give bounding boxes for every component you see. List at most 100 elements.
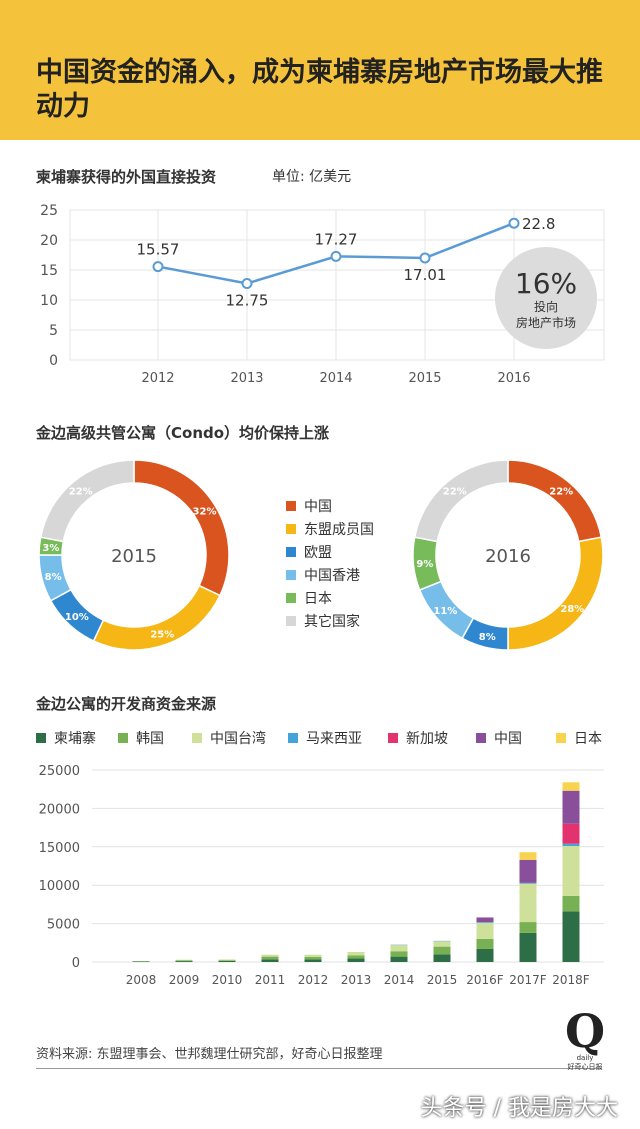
legend-swatch — [288, 733, 298, 743]
header-banner — [0, 0, 640, 140]
bar-legend-item: 中国台湾 — [192, 728, 266, 748]
data-point — [508, 217, 520, 229]
legend-swatch — [388, 733, 398, 743]
annotation-percent: 16% — [514, 267, 578, 300]
annotation-line1: 投向 — [533, 300, 558, 314]
legend-label: 欧盟 — [304, 545, 332, 561]
bar-segment — [519, 859, 537, 883]
stacked-bar-chart: 0 5000 10000 15000 20000 25000 2008 2009 2010 201… — [39, 764, 604, 987]
donut-slice — [133, 459, 230, 597]
bar-segment — [562, 823, 580, 844]
data-label: 12.75 — [226, 292, 269, 310]
bar-segment — [218, 959, 236, 961]
bar-section-title: 金边公寓的开发商资金来源 — [36, 695, 217, 713]
legend-label: 中国 — [304, 499, 332, 515]
bar-segment — [390, 956, 408, 962]
legend-label: 柬埔寨 — [54, 731, 96, 747]
legend-swatch — [476, 733, 486, 743]
donut-legend-item: 东盟成员国 — [286, 519, 374, 539]
legend-swatch — [36, 733, 46, 743]
source-divider — [36, 1068, 602, 1069]
fdi-line-chart: 0 5 10 15 20 25 2012 2013 2014 2015 2016 15.57 12.75… — [40, 203, 605, 386]
x-tick-label: 2017F — [509, 973, 547, 987]
legend-swatch — [286, 501, 296, 511]
legend-swatch — [192, 733, 202, 743]
legend-swatch — [286, 593, 296, 603]
x-tick-label: 2015 — [408, 371, 441, 386]
slice-label: 22% — [443, 487, 467, 498]
x-tick-label: 2010 — [212, 973, 243, 987]
x-tick-label: 2013 — [230, 371, 263, 386]
page-title: 中国资金的涌入，成为柬埔寨房地产市场最大推动力 — [36, 57, 603, 122]
bar-segment — [476, 922, 494, 923]
bar-segment — [261, 959, 279, 962]
legend-swatch — [286, 616, 296, 626]
bar-segment — [218, 961, 236, 962]
bar-segment — [476, 917, 494, 923]
bar-segment — [476, 948, 494, 962]
legend-label: 韩国 — [136, 731, 164, 747]
donut-legend-item: 欧盟 — [286, 542, 332, 562]
legend-swatch — [286, 570, 296, 580]
bar-segment — [304, 954, 322, 958]
donut-legend-item: 日本 — [286, 588, 332, 608]
y-tick-label: 10 — [40, 293, 58, 309]
slice-label: 32% — [193, 506, 217, 517]
x-tick-label: 2008 — [126, 973, 157, 987]
logo-letter: Q — [564, 1004, 606, 1058]
bar-legend-item: 柬埔寨 — [36, 728, 96, 748]
legend-label: 中国香港 — [304, 568, 360, 584]
slice-label: 11% — [433, 606, 457, 617]
annotation-line2: 房地产市场 — [515, 316, 576, 330]
bar-segment — [476, 938, 494, 949]
legend-label: 东盟成员国 — [304, 522, 374, 538]
bar-segment — [175, 961, 193, 962]
x-tick-label: 2015 — [427, 973, 458, 987]
y-tick-label: 0 — [72, 956, 80, 971]
legend-swatch — [286, 547, 296, 557]
bar-segment — [390, 951, 408, 957]
bar-segment — [519, 883, 537, 923]
donut-legend-item: 其它国家 — [286, 611, 360, 631]
data-label: 17.01 — [404, 266, 447, 284]
bar-segment — [562, 782, 580, 791]
bar-segment — [562, 790, 580, 824]
donut-center-label: 2016 — [485, 546, 531, 567]
data-label: 15.57 — [137, 241, 180, 259]
line-chart-title: 柬埔寨获得的外国直接投资 — [36, 168, 217, 186]
bar-segment — [562, 895, 580, 912]
bar-legend-item: 新加坡 — [388, 728, 448, 748]
bar-segment — [433, 954, 451, 962]
bar-segment — [562, 911, 580, 962]
slice-label: 9% — [416, 559, 433, 570]
slice-label: 28% — [560, 604, 584, 615]
slice-label: 22% — [549, 487, 573, 498]
line-chart-unit: 单位: 亿美元 — [272, 169, 352, 185]
data-point — [152, 261, 164, 273]
bar-segment — [261, 954, 279, 957]
bar-segment — [519, 922, 537, 933]
donut-slice — [507, 459, 603, 543]
bar-segment — [175, 959, 193, 961]
data-label: 22.8 — [522, 215, 555, 233]
y-tick-label: 25 — [40, 203, 58, 219]
bar-segment — [562, 843, 580, 847]
donut-slice — [413, 459, 509, 543]
bar-segment — [519, 882, 537, 884]
slice-label: 22% — [69, 487, 93, 498]
y-tick-label: 25000 — [39, 764, 80, 779]
x-tick-label: 2014 — [319, 371, 352, 386]
donut-chart-2015: 32% 25% 10% 8% 3% 22% 2015 — [38, 459, 230, 651]
bar-segment — [519, 932, 537, 962]
annotation-bubble: 16% 投向 房地产市场 — [495, 247, 597, 349]
donut-center-label: 2015 — [111, 546, 157, 567]
y-tick-label: 20 — [40, 233, 58, 249]
legend-label: 中国 — [494, 731, 522, 747]
bar-segment — [304, 959, 322, 962]
legend-label: 日本 — [304, 591, 332, 607]
x-tick-label: 2018F — [552, 973, 590, 987]
source-note: 资料来源: 东盟理事会、世邦魏理仕研究部，好奇心日报整理 — [36, 1047, 383, 1062]
y-tick-label: 15 — [40, 263, 58, 279]
bar-legend-item: 韩国 — [118, 728, 164, 748]
bar-segment — [218, 960, 236, 962]
